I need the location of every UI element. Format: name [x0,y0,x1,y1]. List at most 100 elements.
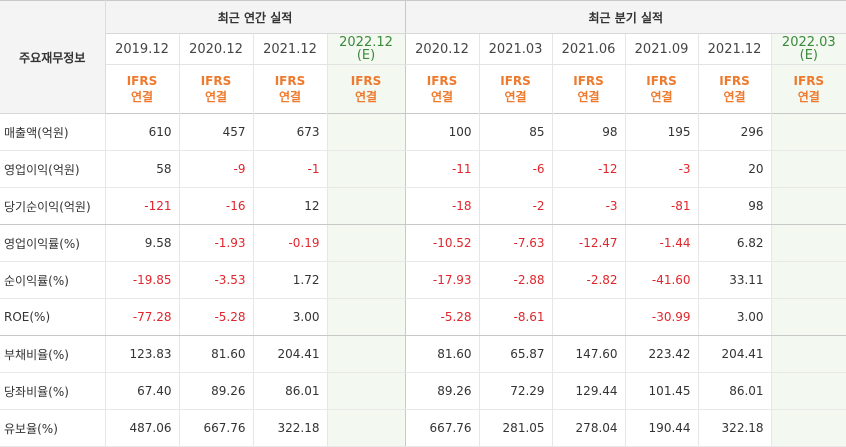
metric-value: 278.04 [551,409,626,447]
metric-value: 195 [624,113,699,151]
consolidated-text: 연결 [797,90,820,104]
metric-value: 123.83 [104,335,179,373]
period-label: 2020.12 [189,41,243,57]
metric-value: 33.11 [697,261,772,299]
metric-value: 190.44 [624,409,699,447]
metric-value: -5.28 [404,298,480,336]
metric-value: 322.18 [252,409,327,447]
period-label: 2021.12 [707,41,762,57]
consolidated-text: 연결 [354,90,378,104]
metric-value [326,224,406,262]
period-header: 2019.12 [104,33,179,65]
metric-value: 89.26 [404,372,480,410]
ifrs-consolidated-label: IFRS 연결 [624,64,699,114]
metric-value: -17.93 [404,261,480,299]
metric-value: -121 [104,187,179,225]
metric-value: 610 [104,113,179,151]
period-header: 2020.12 [404,33,480,65]
ifrs-text: IFRS [350,74,382,88]
metric-value: -6 [478,150,553,188]
ifrs-consolidated-label: IFRS 연결 [178,64,253,114]
metric-value [326,187,406,225]
period-header: 2021.09 [624,33,699,65]
period-header: 2022.03 (E) [770,33,846,65]
ifrs-text: IFRS [719,74,750,88]
annual-header: 최근 연간 실적 [104,0,406,34]
period-label: 2022.03 [781,35,836,50]
ifrs-text: IFRS [126,74,158,88]
period-header: 2022.12 (E) [326,33,406,65]
metric-value: 673 [252,113,327,151]
metric-value [770,224,846,262]
ifrs-consolidated-label: IFRS 연결 [478,64,553,114]
metric-value: -3 [551,187,626,225]
metric-value: 81.60 [404,335,480,373]
metric-value: -7.63 [478,224,553,262]
metric-value [770,150,846,188]
metric-value: 129.44 [551,372,626,410]
metric-value: 667.76 [404,409,480,447]
metric-value [770,372,846,410]
metric-value: -3 [624,150,699,188]
metric-value: 487.06 [104,409,179,447]
ifrs-text: IFRS [426,74,458,88]
row-label-header: 주요재무정보 [0,0,106,114]
metric-value: -19.85 [104,261,179,299]
metric-value: 98 [697,187,772,225]
period-header: 2021.12 [697,33,772,65]
estimate-marker: (E) [799,48,818,63]
metric-value: -16 [178,187,253,225]
metric-value: 6.82 [697,224,772,262]
metric-value: 204.41 [697,335,772,373]
metric-value [770,298,846,336]
metric-value: 3.00 [252,298,327,336]
ifrs-text: IFRS [573,74,604,88]
metric-label: 부채비율(%) [0,335,105,373]
consolidated-text: 연결 [204,90,228,104]
ifrs-text: IFRS [200,74,232,88]
metric-value: -1 [252,150,327,188]
metric-value: -81 [624,187,699,225]
metric-value: 296 [697,113,772,151]
metric-value [326,298,406,336]
period-label: 2021.09 [634,41,689,57]
ifrs-text: IFRS [500,74,531,88]
metric-value: 12 [252,187,327,225]
metric-value: 100 [404,113,480,151]
metric-value: 457 [178,113,253,151]
metric-value: 3.00 [697,298,772,336]
metric-label: 당기순이익(억원) [0,187,105,225]
metric-label: 순이익률(%) [0,261,105,299]
metric-value: 667.76 [178,409,253,447]
metric-value: -30.99 [624,298,699,336]
consolidated-text: 연결 [723,90,746,104]
metric-value [326,261,406,299]
metric-value: 9.58 [104,224,179,262]
metric-value [770,261,846,299]
metric-label: 당좌비율(%) [0,372,105,410]
metric-value: 89.26 [178,372,253,410]
metric-label: 영업이익(억원) [0,150,105,188]
table-row: 영업이익률(%) 9.58 -1.93 -0.19 -10.52 -7.63 -12.47-… [0,224,846,262]
ifrs-consolidated-label: IFRS 연결 [104,64,179,114]
period-label: 2021.03 [488,41,543,57]
metric-value: -5.28 [178,298,253,336]
period-label: 2022.12 [339,35,393,50]
metric-value: 20 [697,150,772,188]
metric-value: 223.42 [624,335,699,373]
period-label: 2021.06 [561,41,616,57]
metric-value: 65.87 [478,335,553,373]
consolidated-text: 연결 [130,90,154,104]
consolidated-text: 연결 [431,90,454,104]
metric-value: 1.72 [252,261,327,299]
metric-value: -3.53 [178,261,253,299]
metric-value: 86.01 [697,372,772,410]
metric-value: -18 [404,187,480,225]
period-label: 2019.12 [115,41,169,57]
ifrs-consolidated-label: IFRS 연결 [404,64,480,114]
quarterly-header: 최근 분기 실적 [404,0,846,34]
metric-value: 101.45 [624,372,699,410]
metric-value [770,187,846,225]
ifrs-consolidated-label: IFRS 연결 [326,64,406,114]
ifrs-text: IFRS [646,74,677,88]
